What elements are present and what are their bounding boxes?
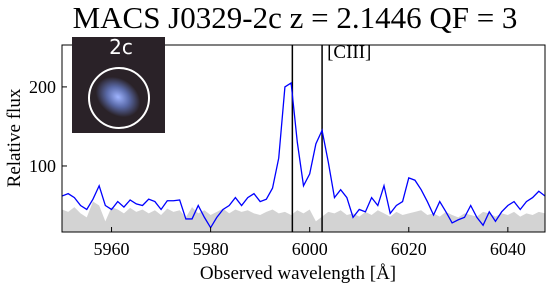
x-axis-label: Observed wavelength [Å] — [200, 263, 396, 284]
y-tick-label: 100 — [29, 156, 56, 176]
noise-area — [62, 201, 545, 232]
chart-title: MACS J0329-2c z = 2.1446 QF = 3 — [73, 0, 518, 35]
inset-label: 2c — [109, 35, 133, 59]
annotation: [CIII] — [327, 42, 371, 63]
x-tick-label: 5960 — [94, 239, 130, 259]
galaxy — [95, 76, 141, 118]
aperture-circle — [88, 67, 150, 129]
x-tick-label: 6000 — [292, 239, 328, 259]
inset-image: 2c — [72, 35, 165, 133]
x-tick-label: 5980 — [193, 239, 229, 259]
plot-area — [62, 45, 545, 232]
x-tick-label: 6040 — [490, 239, 526, 259]
y-axis-label: Relative flux — [4, 88, 25, 187]
y-tick-label: 200 — [29, 77, 56, 97]
x-tick-label: 6020 — [391, 239, 427, 259]
plot-frame — [61, 44, 546, 233]
spectrum-line — [62, 81, 545, 229]
